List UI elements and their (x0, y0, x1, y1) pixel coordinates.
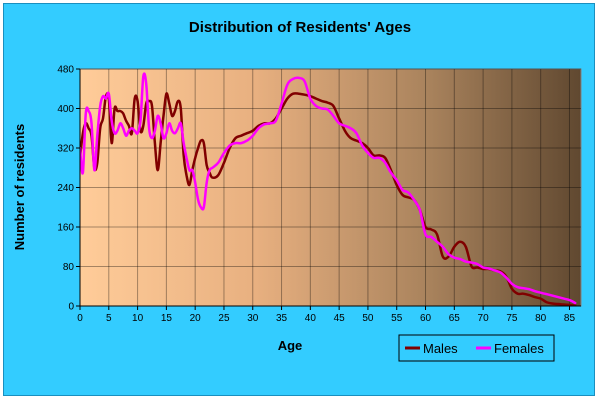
x-tick-label: 85 (564, 313, 576, 324)
x-tick-label: 15 (161, 313, 173, 324)
x-tick-label: 10 (132, 313, 144, 324)
legend: Males Females (398, 334, 555, 362)
legend-label-females: Females (494, 341, 544, 356)
x-tick-label: 40 (305, 313, 317, 324)
x-tick-label: 25 (218, 313, 230, 324)
series-lines (80, 72, 577, 306)
x-tick-label: 0 (77, 313, 83, 324)
grid-lines (79, 68, 581, 307)
x-tick-label: 5 (106, 313, 112, 324)
x-tick-label: 80 (535, 313, 547, 324)
y-tick-label: 80 (63, 262, 75, 273)
x-tick-labels: 0 5 10 15 20 25 30 35 40 45 50 55 60 65 70 75 80 85 (77, 313, 575, 324)
series-line-females (80, 72, 577, 305)
y-tick-label: 480 (57, 65, 74, 76)
x-tick-label: 65 (449, 313, 461, 324)
x-tick-label: 55 (391, 313, 403, 324)
x-tick-label: 30 (247, 313, 259, 324)
x-tick-label: 50 (362, 313, 374, 324)
y-tick-label: 320 (57, 144, 74, 155)
x-tick-label: 45 (334, 313, 346, 324)
y-tick-label: 240 (57, 183, 74, 194)
axes (76, 68, 581, 310)
x-tick-label: 75 (506, 313, 518, 324)
y-tick-label: 160 (57, 223, 74, 234)
x-tick-label: 70 (478, 313, 490, 324)
chart-title: Distribution of Residents' Ages (189, 19, 411, 36)
legend-label-males: Males (423, 341, 458, 356)
y-tick-labels: 0 80 160 240 320 400 480 (57, 65, 74, 313)
y-tick-label: 400 (57, 104, 74, 115)
x-tick-label: 35 (276, 313, 288, 324)
series-line-males (80, 91, 577, 306)
x-tick-label: 20 (190, 313, 202, 324)
x-axis-title: Age (278, 338, 303, 353)
x-tick-label: 60 (420, 313, 432, 324)
y-axis-title: Number of residents (12, 124, 27, 250)
y-tick-label: 0 (68, 302, 74, 313)
